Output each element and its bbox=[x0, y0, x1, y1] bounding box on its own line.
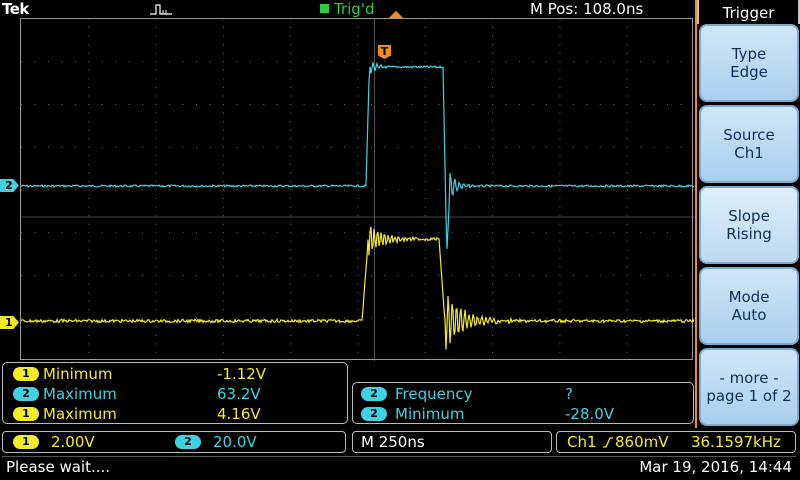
measurement-name: Minimum bbox=[395, 405, 465, 423]
trigger-source-button[interactable]: Source Ch1 bbox=[699, 105, 799, 183]
measurement-row: 2 Minimum -28.0V bbox=[353, 404, 691, 424]
ch2-waveform bbox=[21, 61, 694, 250]
scope-graticule-area[interactable]: T bbox=[20, 18, 694, 361]
date-time: Mar 19, 2016, 14:44 bbox=[639, 458, 792, 476]
ch2-badge: 2 bbox=[361, 387, 387, 401]
trigger-status-label: Trig'd bbox=[334, 0, 375, 18]
menu-button-label: Slope bbox=[728, 207, 770, 225]
trigger-status: Trig'd bbox=[320, 0, 374, 18]
trigger-side-menu: Trigger Type Edge Source Ch1 Slope Risin… bbox=[695, 0, 800, 428]
horizontal-position: M Pos: 108.0ns bbox=[530, 0, 644, 18]
trigger-level: 860mV bbox=[615, 433, 669, 451]
more-page-button[interactable]: - more - page 1 of 2 bbox=[699, 348, 799, 426]
measurement-row: 1 Maximum 4.16V bbox=[3, 404, 343, 424]
ch1-ground-marker[interactable]: 1 bbox=[0, 316, 19, 329]
graticule bbox=[21, 19, 694, 361]
status-bar: Please wait.... Mar 19, 2016, 14:44 bbox=[2, 456, 796, 476]
measurement-panel-left: 1 Minimum -1.12V 2 Maximum 63.2V 1 Maxim… bbox=[2, 362, 348, 424]
ch2-badge: 2 bbox=[361, 407, 387, 421]
menu-title: Trigger bbox=[697, 0, 800, 24]
menu-button-label: - more - bbox=[719, 369, 779, 387]
brand-logo: Tek bbox=[2, 0, 29, 18]
pulse-acquire-icon bbox=[150, 4, 172, 15]
status-message: Please wait.... bbox=[6, 458, 111, 476]
menu-button-value: Rising bbox=[726, 225, 772, 243]
ch1-waveform bbox=[21, 226, 694, 350]
channel-scale-readout[interactable]: 1 2.00V 2 20.0V bbox=[2, 431, 346, 453]
measurement-row: 1 Minimum -1.12V bbox=[3, 364, 343, 384]
measurement-panel-right: 2 Frequency ? 2 Minimum -28.0V bbox=[352, 382, 694, 424]
measurement-name: Maximum bbox=[43, 405, 117, 423]
menu-button-label: Type bbox=[731, 45, 767, 63]
measurement-value: 4.16V bbox=[217, 405, 261, 423]
menu-button-value: page 1 of 2 bbox=[706, 387, 792, 405]
ch2-ground-marker[interactable]: 2 bbox=[0, 179, 19, 192]
ch2-badge: 2 bbox=[175, 435, 201, 449]
rising-edge-icon bbox=[603, 437, 613, 448]
measurement-row: 2 Frequency ? bbox=[353, 384, 691, 404]
ch1-scale: 2.00V bbox=[51, 433, 95, 451]
trigger-status-indicator-icon bbox=[320, 4, 329, 13]
menu-button-label: Mode bbox=[728, 288, 770, 306]
measurement-value: ? bbox=[565, 385, 573, 403]
trigger-mode-button[interactable]: Mode Auto bbox=[699, 267, 799, 345]
trigger-source: Ch1 bbox=[567, 433, 597, 451]
menu-button-value: Edge bbox=[730, 63, 768, 81]
ch2-badge: 2 bbox=[13, 387, 39, 401]
measurement-value: 63.2V bbox=[217, 385, 261, 403]
grid-dots bbox=[21, 19, 682, 353]
measurement-value: -28.0V bbox=[565, 405, 615, 423]
timebase-value: M 250ns bbox=[361, 433, 425, 451]
menu-button-value: Ch1 bbox=[734, 144, 764, 162]
trigger-frequency: 36.1597kHz bbox=[691, 433, 781, 451]
measurement-name: Maximum bbox=[43, 385, 117, 403]
top-status-bar: Tek Trig'd M Pos: 108.0ns bbox=[0, 0, 694, 18]
measurement-name: Minimum bbox=[43, 365, 113, 383]
trigger-type-button[interactable]: Type Edge bbox=[699, 24, 799, 102]
ch1-badge: 1 bbox=[13, 435, 39, 449]
trigger-slope-button[interactable]: Slope Rising bbox=[699, 186, 799, 264]
measurement-name: Frequency bbox=[395, 385, 473, 403]
ch1-badge: 1 bbox=[13, 407, 39, 421]
menu-button-label: Source bbox=[723, 126, 775, 144]
timebase-readout[interactable]: M 250ns bbox=[352, 431, 552, 453]
trigger-readout[interactable]: Ch1 860mV 36.1597kHz bbox=[556, 431, 796, 453]
measurement-row: 2 Maximum 63.2V bbox=[3, 384, 343, 404]
menu-button-value: Auto bbox=[731, 306, 767, 324]
ch1-badge: 1 bbox=[13, 367, 39, 381]
trigger-point-marker: T bbox=[378, 45, 391, 59]
measurement-value: -1.12V bbox=[217, 365, 267, 383]
ch2-scale: 20.0V bbox=[213, 433, 257, 451]
